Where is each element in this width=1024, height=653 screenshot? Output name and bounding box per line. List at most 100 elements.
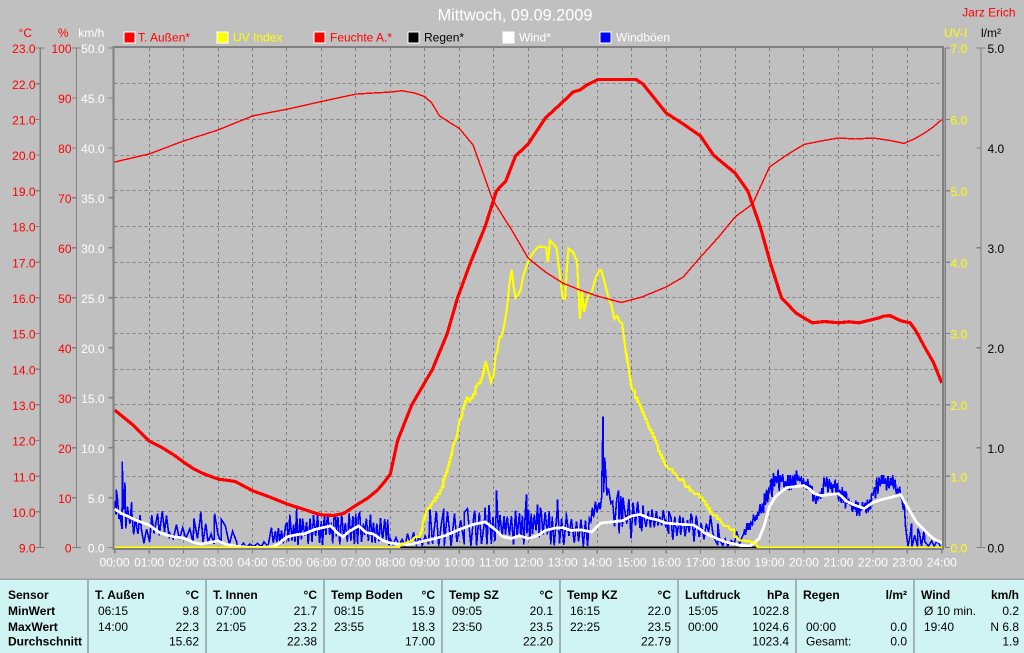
svg-text:21:05: 21:05 [216,620,246,634]
svg-text:15:00: 15:00 [617,556,647,570]
svg-text:18.0: 18.0 [12,221,36,235]
svg-text:02:00: 02:00 [168,556,198,570]
svg-text:9.8: 9.8 [182,604,199,618]
svg-text:Sensor: Sensor [8,588,49,602]
svg-text:Jarz Erich: Jarz Erich [962,6,1015,20]
svg-text:40: 40 [58,342,72,356]
svg-text:70: 70 [58,192,72,206]
svg-text:l/m²: l/m² [981,26,1001,40]
svg-text:16.0: 16.0 [12,292,36,306]
svg-text:l/m²: l/m² [886,588,907,602]
svg-text:12.0: 12.0 [12,435,36,449]
svg-text:22.3: 22.3 [176,620,200,634]
svg-text:15.9: 15.9 [412,604,436,618]
svg-text:22:00: 22:00 [858,556,888,570]
svg-text:22.20: 22.20 [523,635,553,649]
svg-text:14:00: 14:00 [582,556,612,570]
svg-text:Gesamt:: Gesamt: [806,635,851,649]
svg-text:17.00: 17.00 [405,635,435,649]
svg-text:23.5: 23.5 [648,620,672,634]
svg-text:07:00: 07:00 [216,604,246,618]
svg-text:km/h: km/h [78,26,104,40]
svg-text:15:05: 15:05 [688,604,718,618]
svg-text:17:00: 17:00 [685,556,715,570]
svg-text:13:00: 13:00 [548,556,578,570]
svg-text:03:00: 03:00 [203,556,233,570]
svg-text:km/h: km/h [991,588,1019,602]
svg-text:0.2: 0.2 [1002,604,1019,618]
svg-text:35.0: 35.0 [81,192,105,206]
svg-text:Temp SZ: Temp SZ [449,588,499,602]
svg-text:23:50: 23:50 [452,620,482,634]
svg-text:17.0: 17.0 [12,256,36,270]
svg-text:Durchschnitt: Durchschnitt [8,635,82,649]
svg-text:7.0: 7.0 [951,42,968,56]
svg-text:19:40: 19:40 [924,620,954,634]
svg-text:3.0: 3.0 [988,242,1005,256]
svg-text:22.0: 22.0 [648,604,672,618]
svg-text:01:00: 01:00 [134,556,164,570]
svg-text:Luftdruck: Luftdruck [685,588,741,602]
svg-text:21.0: 21.0 [12,114,36,128]
svg-text:20.0: 20.0 [81,342,105,356]
svg-text:18.3: 18.3 [412,620,436,634]
svg-text:23.0: 23.0 [12,42,36,56]
svg-text:0: 0 [65,542,72,556]
svg-text:09:05: 09:05 [452,604,482,618]
svg-text:0.0: 0.0 [988,542,1005,556]
svg-text:04:00: 04:00 [237,556,267,570]
svg-text:°C: °C [658,588,672,602]
svg-text:08:15: 08:15 [334,604,364,618]
svg-text:40.0: 40.0 [81,142,105,156]
svg-text:50: 50 [58,292,72,306]
svg-text:90: 90 [58,92,72,106]
svg-text:2.0: 2.0 [951,399,968,413]
svg-text:MaxWert: MaxWert [8,620,58,634]
svg-text:9.0: 9.0 [19,542,36,556]
svg-text:%: % [58,26,69,40]
svg-text:16:15: 16:15 [570,604,600,618]
svg-text:UV Index: UV Index [233,31,282,45]
svg-text:Windböen: Windböen [616,31,670,45]
svg-text:Regen: Regen [803,588,840,602]
svg-text:1.0: 1.0 [951,470,968,484]
svg-text:Mittwoch, 09.09.2009: Mittwoch, 09.09.2009 [438,6,593,24]
svg-text:0.0: 0.0 [951,542,968,556]
svg-text:Wind: Wind [921,588,950,602]
svg-text:45.0: 45.0 [81,92,105,106]
svg-text:Ø 10 min.: Ø 10 min. [924,604,976,618]
svg-text:60: 60 [58,242,72,256]
svg-text:1024.6: 1024.6 [752,620,789,634]
svg-text:14.0: 14.0 [12,363,36,377]
svg-text:0.0: 0.0 [890,635,907,649]
svg-text:30: 30 [58,392,72,406]
svg-text:07:00: 07:00 [341,556,371,570]
svg-text:°C: °C [540,588,554,602]
svg-text:11:00: 11:00 [479,556,508,570]
svg-text:10:00: 10:00 [444,556,474,570]
svg-text:15.0: 15.0 [12,328,36,342]
svg-text:Temp KZ: Temp KZ [567,588,617,602]
svg-text:13.0: 13.0 [12,399,36,413]
svg-text:3.0: 3.0 [951,328,968,342]
svg-text:T. Innen: T. Innen [213,588,258,602]
svg-text:22:25: 22:25 [570,620,600,634]
svg-text:N 6.8: N 6.8 [990,620,1019,634]
svg-text:UV-I: UV-I [944,26,967,40]
svg-text:0.0: 0.0 [890,620,907,634]
svg-text:15.0: 15.0 [81,392,105,406]
svg-text:T. Außen*: T. Außen* [138,31,190,45]
svg-text:1022.8: 1022.8 [752,604,789,618]
svg-text:22.0: 22.0 [12,78,36,92]
svg-text:21:00: 21:00 [823,556,853,570]
svg-text:16:00: 16:00 [651,556,681,570]
svg-text:22.79: 22.79 [641,635,671,649]
svg-text:06:00: 06:00 [306,556,336,570]
svg-text:00:00: 00:00 [806,620,836,634]
svg-text:°C: °C [19,26,33,40]
svg-text:10.0: 10.0 [81,442,105,456]
svg-text:Temp Boden: Temp Boden [331,588,403,602]
svg-text:0.0: 0.0 [88,542,105,556]
svg-text:80: 80 [58,142,72,156]
svg-text:12:00: 12:00 [513,556,543,570]
